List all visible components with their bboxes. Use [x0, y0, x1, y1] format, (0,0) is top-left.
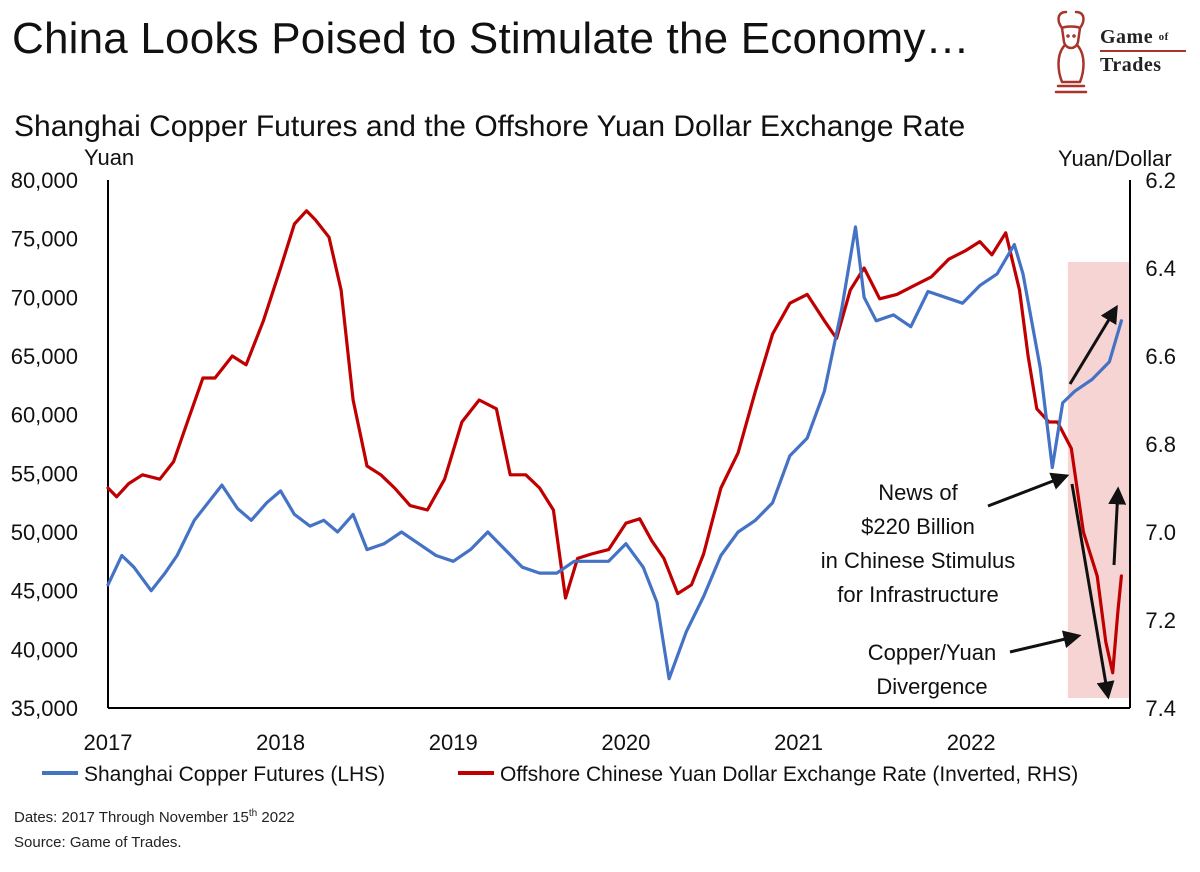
- yuan-series-line: [106, 209, 1124, 675]
- left-tick-label: 40,000: [11, 637, 78, 662]
- right-tick-label: 7.0: [1145, 520, 1176, 545]
- left-axis-label: Yuan: [84, 145, 134, 170]
- arrow-rebound-up: [1108, 486, 1127, 566]
- annotation-stimulus-text: News of: [878, 480, 958, 505]
- arrow-yuan-down: [1070, 483, 1115, 700]
- logo-line2: Trades: [1100, 54, 1162, 76]
- left-tick-label: 75,000: [11, 227, 78, 252]
- right-tick-label: 7.2: [1145, 608, 1176, 633]
- dates-prefix: Dates: 2017 Through November 15: [14, 809, 249, 826]
- dates-sup: th: [248, 808, 258, 819]
- legend-yuan-label: Offshore Chinese Yuan Dollar Exchange Ra…: [500, 763, 1078, 786]
- left-tick-label: 45,000: [11, 579, 78, 604]
- x-tick-label: 2022: [947, 730, 996, 755]
- x-tick-label: 2020: [601, 730, 650, 755]
- right-tick-label: 6.6: [1145, 344, 1176, 369]
- right-tick-label: 6.2: [1145, 168, 1176, 193]
- footnote-source: Source: Game of Trades.: [14, 834, 182, 851]
- right-tick-label: 6.4: [1145, 256, 1176, 281]
- left-tick-label: 55,000: [11, 461, 78, 486]
- footnote-dates: Dates: 2017 Through November 15th 2022: [14, 808, 295, 826]
- copper-series-line: [106, 225, 1124, 681]
- right-tick-label: 7.4: [1145, 696, 1176, 721]
- left-tick-label: 70,000: [11, 285, 78, 310]
- left-tick-label: 60,000: [11, 403, 78, 428]
- brand-logo: Game of Trades: [1100, 26, 1186, 76]
- logo-divider: [1100, 50, 1186, 52]
- page-title: China Looks Poised to Stimulate the Econ…: [12, 14, 970, 63]
- left-tick-label: 65,000: [11, 344, 78, 369]
- annotation-stimulus-text: $220 Billion: [861, 514, 975, 539]
- arrow-divergence: [1009, 630, 1082, 654]
- annotation-stimulus-text: in Chinese Stimulus: [821, 548, 1015, 573]
- x-tick-label: 2019: [429, 730, 478, 755]
- x-tick-label: 2018: [256, 730, 305, 755]
- x-tick-label: 2017: [84, 730, 133, 755]
- left-tick-label: 35,000: [11, 696, 78, 721]
- annotation-stimulus-text: for Infrastructure: [837, 582, 998, 607]
- logo-line1: Game: [1100, 26, 1154, 48]
- left-tick-label: 50,000: [11, 520, 78, 545]
- left-tick-label: 80,000: [11, 168, 78, 193]
- arrow-copper-up: [1068, 304, 1118, 385]
- right-axis-label: Yuan/Dollar: [1058, 146, 1172, 171]
- annotation-divergence-text: Copper/Yuan: [868, 640, 996, 665]
- logo-of: of: [1158, 31, 1169, 43]
- right-tick-label: 6.8: [1145, 432, 1176, 457]
- arrow-to-stimulus: [987, 472, 1070, 508]
- x-tick-label: 2021: [774, 730, 823, 755]
- chart-title: Shanghai Copper Futures and the Offshore…: [14, 110, 966, 143]
- bull-logo-icon: [1054, 10, 1088, 94]
- legend-copper-label: Shanghai Copper Futures (LHS): [84, 763, 385, 786]
- annotation-divergence-text: Divergence: [876, 674, 987, 699]
- dates-suffix: 2022: [257, 809, 295, 826]
